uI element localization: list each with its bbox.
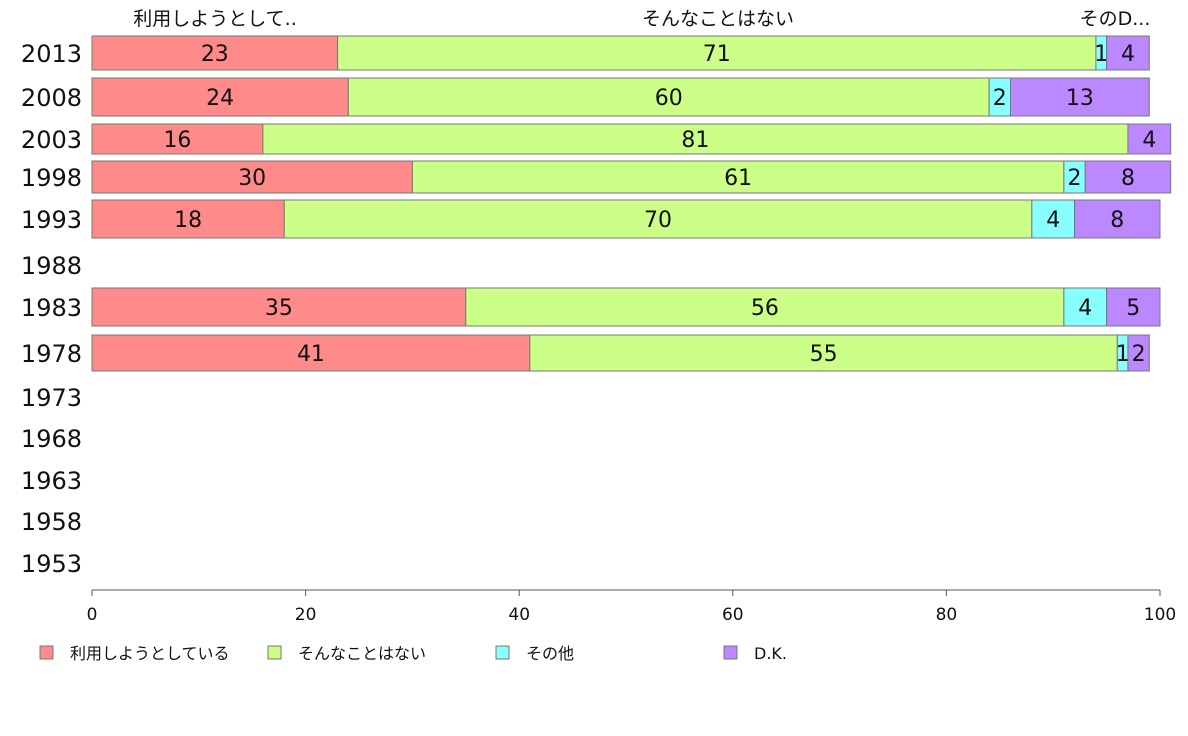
x-tick-label-100: 100	[1144, 605, 1176, 625]
legend-label-2: その他	[526, 644, 574, 663]
y-tick-label-1968: 1968	[21, 425, 82, 453]
data-label-2013-s0: 23	[201, 42, 229, 67]
top-header-labels: 利用しようとして.. そんなことはない そのD...	[133, 8, 1150, 30]
x-tick-label-60: 60	[722, 605, 744, 625]
legend-label-3: D.K.	[754, 644, 787, 663]
bar-segment-1998-s1	[411, 160, 1065, 194]
bar-segment-2003-s1	[262, 123, 1129, 155]
data-label-1978-s3: 2	[1132, 342, 1146, 367]
data-label-2003-s1: 81	[681, 128, 709, 153]
x-tick-label-80: 80	[936, 605, 958, 625]
legend-swatch-1	[267, 645, 282, 660]
legend-label-0: 利用しようとしている	[70, 644, 230, 663]
bar-segment-1993-s3	[1074, 199, 1161, 239]
data-label-2013-s3: 4	[1121, 42, 1135, 67]
bar-segment-2003-s3	[1127, 123, 1172, 155]
y-axis-labels: 2013 2008 2003 1998 1993 1988 1983 1978 1973 1968…	[21, 40, 82, 578]
header-label-1: そんなことはない	[642, 8, 794, 30]
x-axis: 0 20 40 60 80 100	[87, 589, 1176, 625]
bar-segment-2008-s3	[1009, 77, 1150, 117]
y-tick-label-2003: 2003	[21, 126, 82, 154]
data-label-2003-s3: 4	[1142, 128, 1156, 153]
y-tick-label-2013: 2013	[21, 40, 82, 68]
bar-segment-1978-s0	[91, 334, 531, 372]
legend-swatch-0	[39, 645, 54, 660]
y-tick-label-1983: 1983	[21, 294, 82, 322]
legend: 利用しようとしている そんなことはない その他 D.K.	[39, 644, 787, 663]
x-tick-label-40: 40	[508, 605, 530, 625]
y-tick-label-1978: 1978	[21, 340, 82, 368]
y-tick-label-1958: 1958	[21, 508, 82, 536]
data-label-1978-s0: 41	[297, 342, 325, 367]
data-label-1978-s2: 1	[1116, 342, 1130, 367]
bar-segment-2013-s1	[337, 35, 1097, 71]
legend-swatch-2	[495, 645, 510, 660]
bar-segment-1993-s1	[283, 199, 1033, 239]
data-label-2008-s3: 13	[1066, 86, 1094, 111]
data-label-2008-s2: 2	[993, 86, 1007, 111]
y-tick-label-1988: 1988	[21, 252, 82, 280]
data-label-1993-s0: 18	[174, 208, 202, 233]
data-label-2013-s2: 1	[1094, 42, 1108, 67]
header-label-0: 利用しようとして..	[133, 8, 297, 30]
bar-segment-1993-s2	[1031, 199, 1076, 239]
bar-segment-1978-s1	[529, 334, 1118, 372]
header-label-2: そのD...	[1080, 8, 1151, 30]
data-label-1993-s1: 70	[644, 208, 672, 233]
data-label-2003-s0: 16	[163, 128, 191, 153]
legend-label-1: そんなことはない	[298, 644, 426, 663]
x-tick-label-0: 0	[87, 605, 98, 625]
data-label-2013-s1: 71	[703, 42, 731, 67]
y-tick-label-2008: 2008	[21, 84, 82, 112]
data-label-1983-s0: 35	[265, 296, 293, 321]
y-tick-label-1953: 1953	[21, 550, 82, 578]
data-label-1993-s3: 8	[1110, 208, 1124, 233]
data-label-1998-s0: 30	[238, 166, 266, 191]
bar-segment-2008-s0	[91, 77, 349, 117]
x-tick-label-20: 20	[295, 605, 317, 625]
bar-segment-1983-s2	[1063, 287, 1108, 327]
bar-segment-1983-s0	[91, 287, 467, 327]
legend-swatch-3	[723, 645, 738, 660]
bar-segment-1983-s3	[1106, 287, 1161, 327]
bar-segment-2008-s1	[347, 77, 990, 117]
data-label-1983-s2: 4	[1078, 296, 1092, 321]
data-label-2008-s1: 60	[655, 86, 683, 111]
data-label-1993-s2: 4	[1046, 208, 1060, 233]
bar-segment-1998-s0	[91, 160, 413, 194]
bar-segment-2013-s3	[1106, 35, 1150, 71]
bar-segment-2003-s0	[91, 123, 264, 155]
data-label-1998-s1: 61	[724, 166, 752, 191]
bar-segment-2013-s0	[91, 35, 339, 71]
y-tick-label-1998: 1998	[21, 164, 82, 192]
y-tick-label-1973: 1973	[21, 384, 82, 412]
data-label-1978-s1: 55	[810, 342, 838, 367]
y-tick-label-1963: 1963	[21, 467, 82, 495]
data-label-1998-s3: 8	[1121, 166, 1135, 191]
data-label-1983-s3: 5	[1126, 296, 1140, 321]
data-label-1983-s1: 56	[751, 296, 779, 321]
data-label-1998-s2: 2	[1068, 166, 1082, 191]
bar-segment-1983-s1	[465, 287, 1065, 327]
y-tick-label-1993: 1993	[21, 206, 82, 234]
bar-segment-1978-s3	[1127, 334, 1150, 372]
bar-segment-1998-s3	[1084, 160, 1172, 194]
data-label-2008-s0: 24	[206, 86, 234, 111]
